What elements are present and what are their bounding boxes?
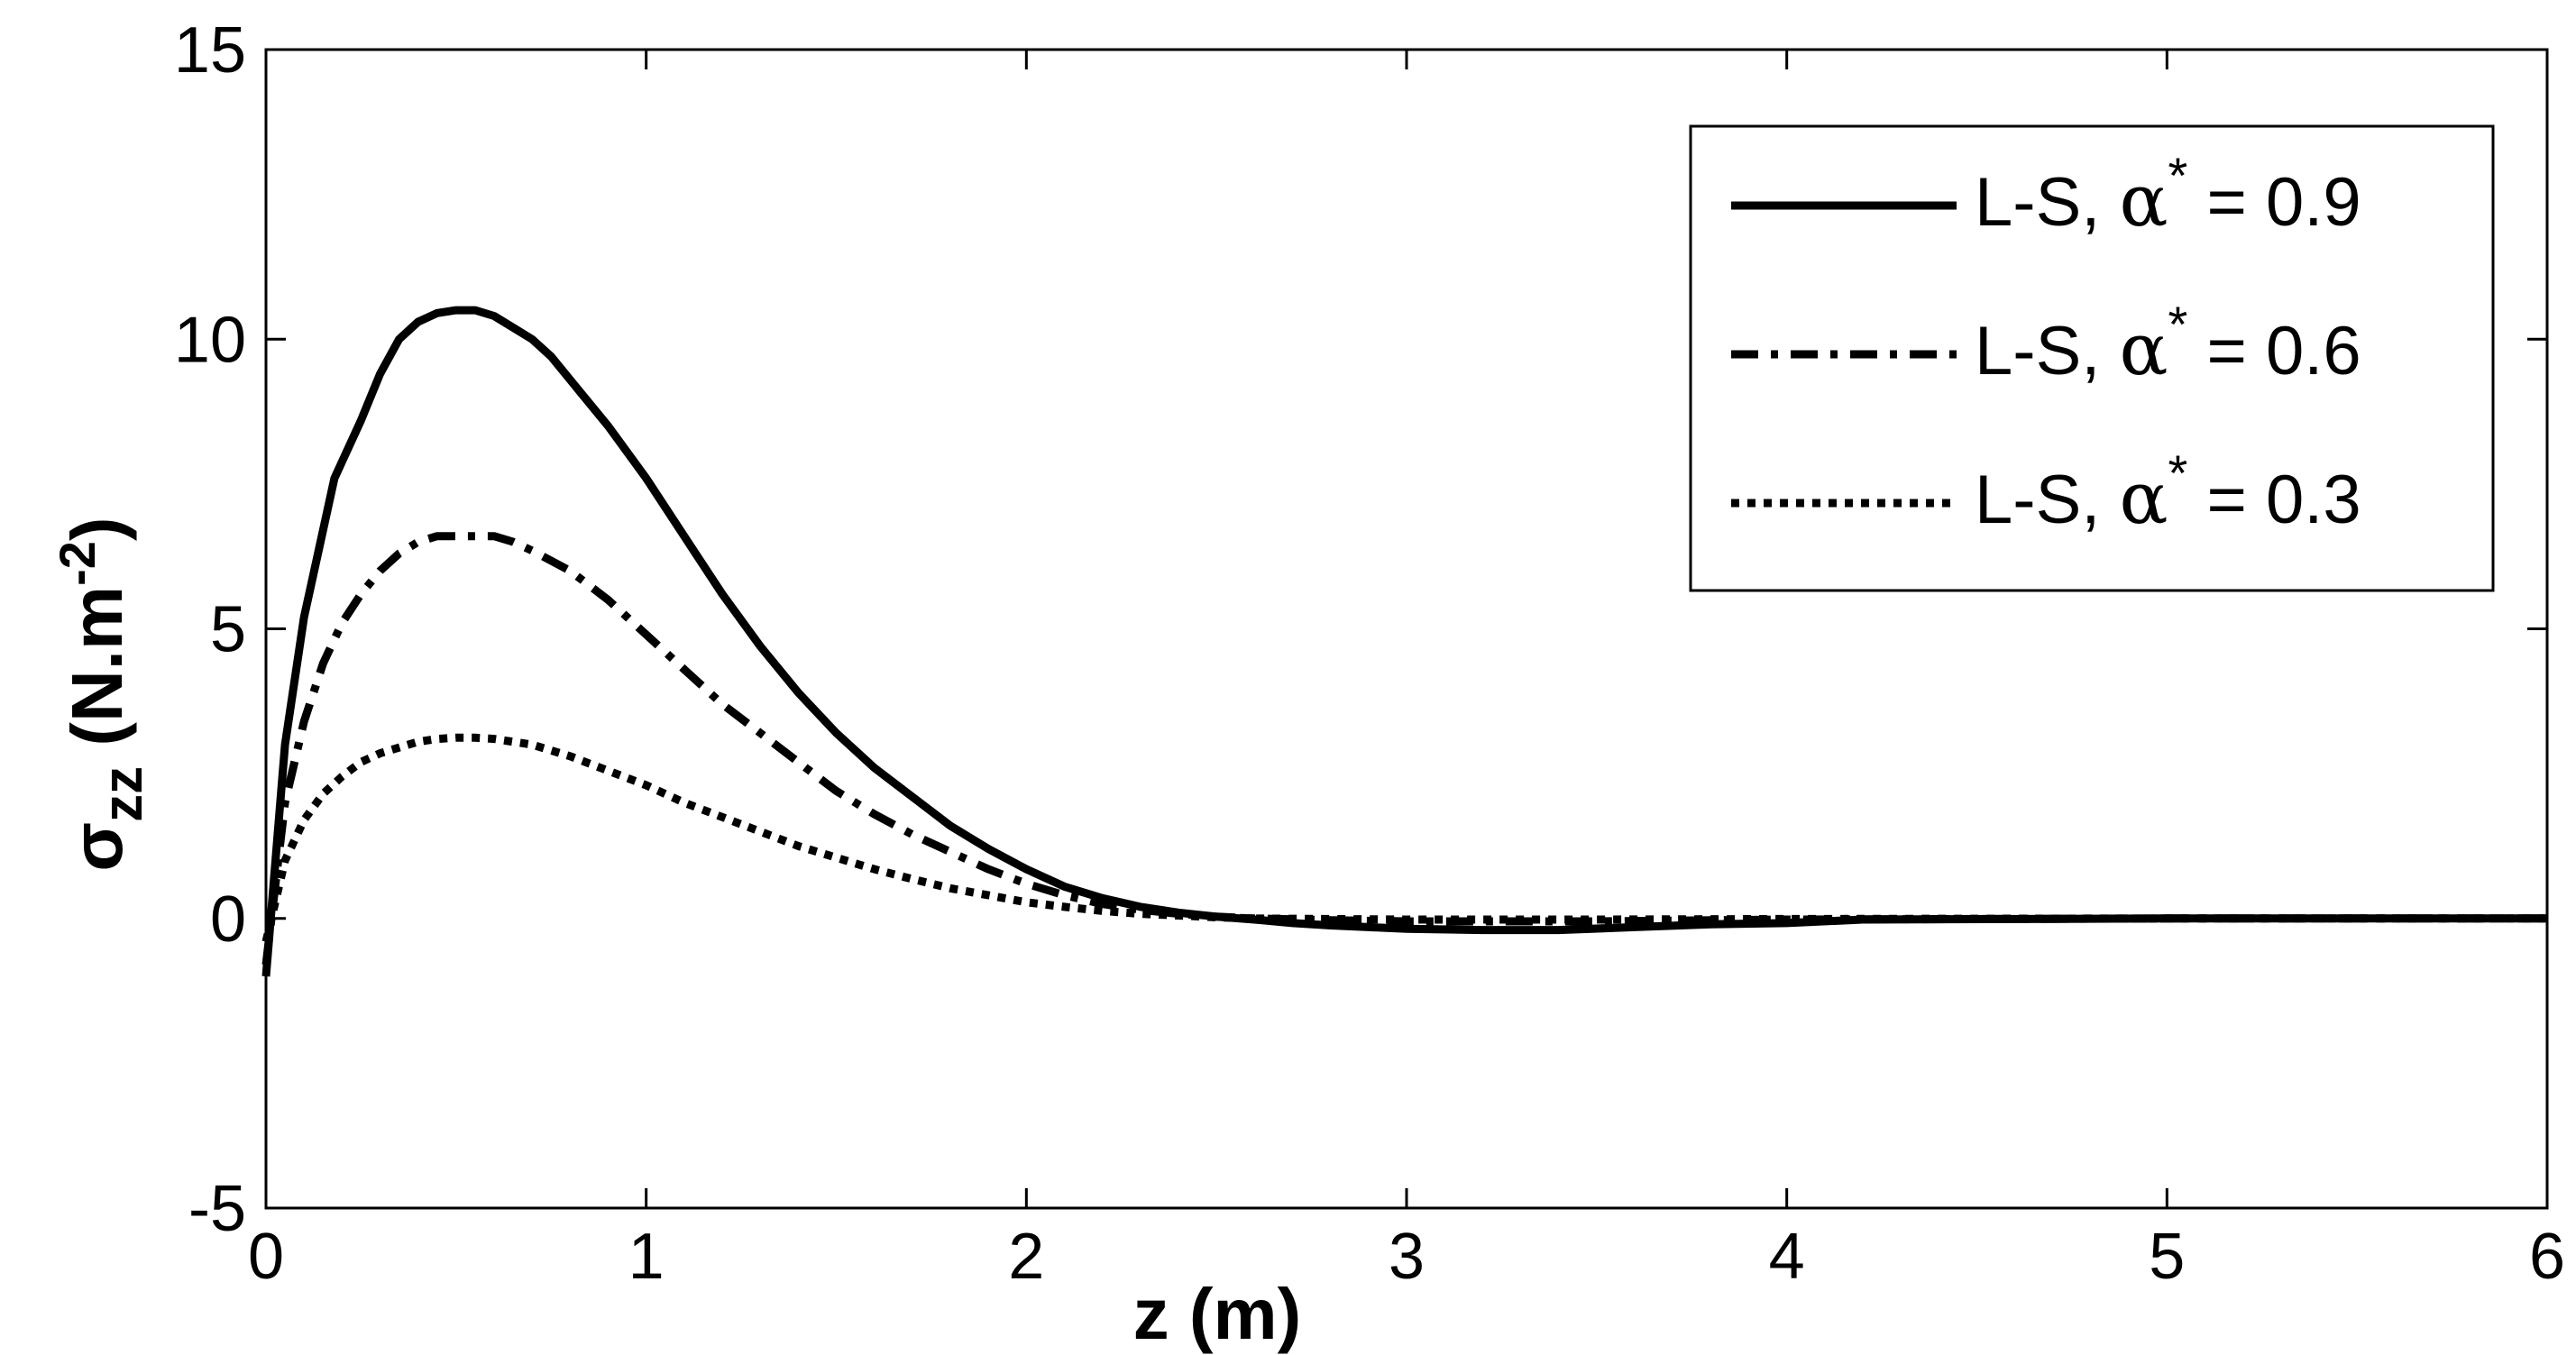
y-axis-label-superscript: -2 bbox=[49, 541, 105, 586]
series-layer bbox=[261, 306, 2547, 977]
legend-label-greek: α bbox=[2120, 456, 2168, 540]
y-tick-label: 5 bbox=[210, 594, 246, 666]
legend-label-prefix: L-S, bbox=[1975, 313, 2120, 389]
legend-label-superscript: * bbox=[2168, 444, 2188, 501]
y-tick-label: 15 bbox=[174, 14, 246, 87]
legend-label-superscript: * bbox=[2168, 296, 2188, 352]
x-tick-label: 2 bbox=[1008, 1221, 1044, 1293]
y-tick-label: -5 bbox=[188, 1173, 246, 1245]
x-tick-label: 3 bbox=[1389, 1221, 1425, 1293]
y-tick-label: 0 bbox=[210, 883, 246, 956]
legend-label-2: L-S, α* = 0.6 bbox=[1975, 296, 2361, 391]
y-axis-label-unit-open: (N.m bbox=[57, 586, 137, 766]
y-axis-label-subscript: zz bbox=[92, 766, 154, 822]
legend-label-3: L-S, α* = 0.3 bbox=[1975, 444, 2361, 540]
legend-label-prefix: L-S, bbox=[1975, 462, 2120, 538]
y-tick-label: 10 bbox=[174, 304, 246, 376]
y-axis-label-unit-close: ) bbox=[57, 517, 137, 541]
x-tick-label: 0 bbox=[248, 1221, 284, 1293]
x-axis-label: z (m) bbox=[1133, 1274, 1302, 1354]
legend: L-S, α* = 0.9L-S, α* = 0.6L-S, α* = 0.3 bbox=[1689, 124, 2495, 592]
series-line-1 bbox=[261, 306, 2547, 977]
legend-label-prefix: L-S, bbox=[1975, 164, 2120, 241]
legend-label-suffix: = 0.9 bbox=[2187, 164, 2361, 241]
x-tick-label: 1 bbox=[628, 1221, 665, 1293]
legend-label-1: L-S, α* = 0.9 bbox=[1975, 147, 2361, 243]
legend-label-superscript: * bbox=[2168, 147, 2188, 204]
series-line-2 bbox=[261, 532, 2547, 966]
legend-label-suffix: = 0.6 bbox=[2187, 313, 2361, 389]
legend-label-greek: α bbox=[2120, 307, 2168, 391]
y-axis-label: σzz (N.m-2) bbox=[49, 517, 154, 871]
legend-label-greek: α bbox=[2120, 159, 2168, 243]
x-tick-label: 5 bbox=[2149, 1221, 2185, 1293]
legend-label-suffix: = 0.3 bbox=[2187, 462, 2361, 538]
x-tick-label: 4 bbox=[1769, 1221, 1805, 1293]
y-axis-label-symbol: σ bbox=[57, 822, 137, 872]
x-tick-label: 6 bbox=[2529, 1221, 2565, 1293]
tick-marks bbox=[264, 48, 2549, 1210]
